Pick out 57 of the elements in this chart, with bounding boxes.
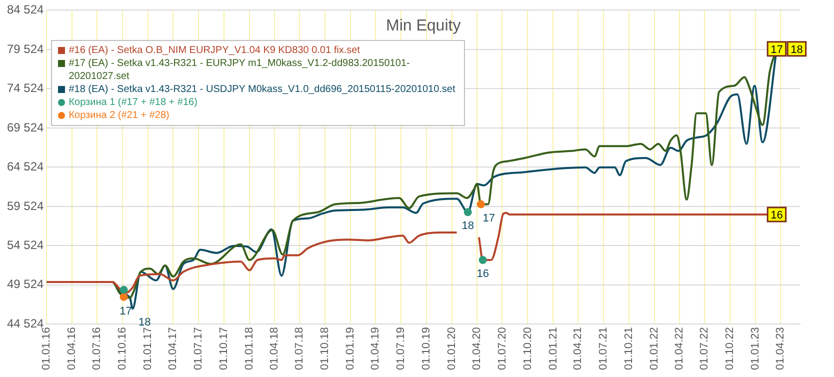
x-tick-label: 01.01.20 xyxy=(446,327,458,370)
x-tick-label: 01.07.18 xyxy=(294,327,306,370)
legend-label: #18 (EA) - Setka v1.43-R321 - USDJPY M0kass_V1.0_dd696_20150115-20201010.set xyxy=(68,83,456,96)
annotation: 18 xyxy=(138,316,151,329)
x-tick-label: 01.04.16 xyxy=(66,327,78,370)
x-tick-label: 01.04.23 xyxy=(774,327,787,370)
x-tick-label: 01.07.20 xyxy=(496,327,508,370)
point xyxy=(464,208,472,216)
annotation: 18 xyxy=(462,220,474,232)
x-tick-label: 01.10.22 xyxy=(724,327,736,370)
x-tick-label: 01.04.18 xyxy=(268,327,280,370)
x-tick-label: 01.07.22 xyxy=(698,327,711,370)
x-tick-label: 01.07.21 xyxy=(597,327,610,370)
point xyxy=(120,286,128,294)
chart-title: Min Equity xyxy=(386,18,461,35)
point xyxy=(120,292,128,301)
legend-label: #17 (EA) - Setka v1.43-R321 - EURJPY m1_M0kass_V1.2-dd983.20150101-20201027.set xyxy=(68,57,411,84)
x-tick-label: 01.07.17 xyxy=(192,327,204,370)
annotation: 18 xyxy=(790,44,803,56)
annotation: 16 xyxy=(770,210,783,222)
x-tick-label: 01.04.17 xyxy=(167,327,180,370)
x-tick-label: 01.01.17 xyxy=(142,327,154,370)
x-tick-label: 01.10.21 xyxy=(622,327,635,370)
x-tick-label: 01.04.19 xyxy=(370,327,382,370)
x-tick-label: 01.01.18 xyxy=(243,327,256,370)
legend-label: Корзина 1 (#17 + #18 + #16) xyxy=(68,96,198,110)
y-tick-label: 69 524 xyxy=(7,120,44,134)
x-tick-label: 01.10.18 xyxy=(319,327,332,370)
x-tick-label: 01.07.16 xyxy=(91,327,104,370)
annotation: 17 xyxy=(120,306,132,318)
annotation: 17 xyxy=(482,212,496,224)
x-tick-label: 01.04.20 xyxy=(471,327,484,370)
x-tick-label: 01.01.16 xyxy=(40,327,53,370)
annotation: 17 xyxy=(770,44,783,56)
annotation: 16 xyxy=(476,268,489,280)
x-tick-label: 01.10.17 xyxy=(218,327,230,370)
point xyxy=(476,200,485,208)
x-tick-label: 01.01.21 xyxy=(547,327,560,370)
x-tick-label: 01.10.19 xyxy=(420,327,432,370)
x-tick-label: 01.01.22 xyxy=(648,327,660,370)
x-tick-label: 01.01.19 xyxy=(344,327,357,370)
y-tick-label: 74 524 xyxy=(7,81,44,96)
x-tick-label: 01.04.21 xyxy=(572,327,584,370)
x-tick-label: 01.10.20 xyxy=(522,327,534,370)
y-tick-label: 79 524 xyxy=(7,42,44,56)
y-tick-label: 84 524 xyxy=(7,2,44,17)
y-tick-label: 54 524 xyxy=(7,238,44,252)
x-tick-label: 01.01.23 xyxy=(750,327,762,370)
x-tick-label: 01.04.22 xyxy=(673,327,686,370)
x-tick-label: 01.10.16 xyxy=(116,327,129,370)
x-tick-label: 01.07.19 xyxy=(394,327,407,370)
y-tick-label: 49 524 xyxy=(7,277,44,292)
legend-label: Корзина 2 (#21 + #28) xyxy=(68,109,170,122)
legend-label: #16 (EA) - Setka O.B_NIM EURJPY_V1.04 K9 KD830 0.01 fix.set xyxy=(68,44,360,58)
point xyxy=(478,256,487,264)
y-tick-label: 59 524 xyxy=(7,198,44,213)
y-tick-label: 64 524 xyxy=(7,160,44,174)
